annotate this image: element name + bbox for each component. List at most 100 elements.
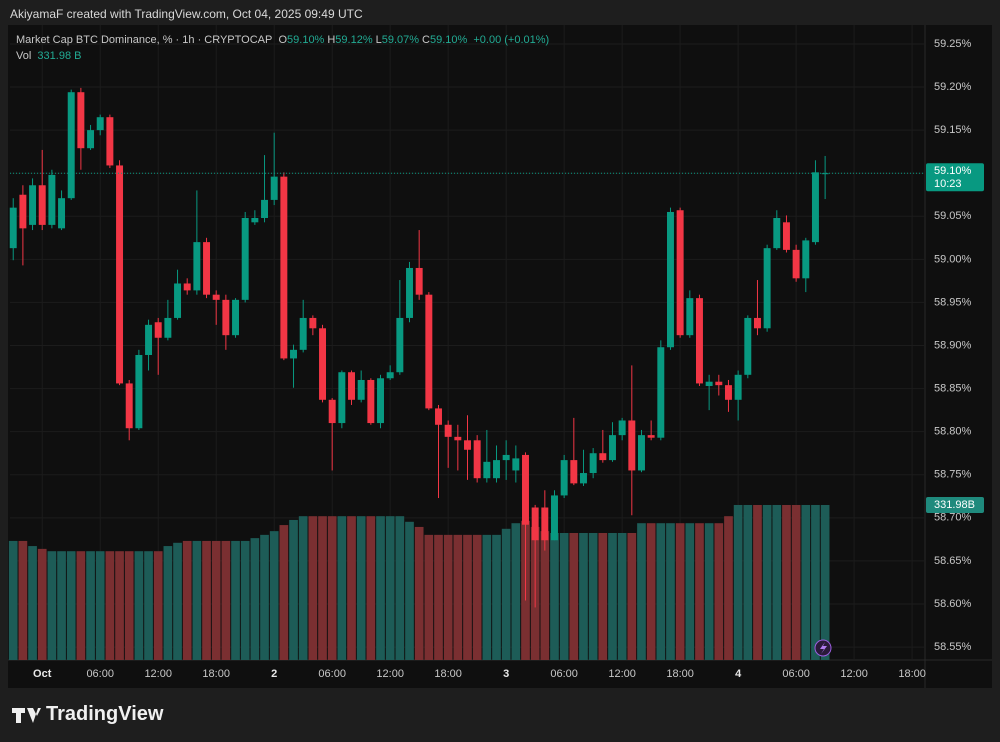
- candle-body: [309, 317, 317, 329]
- candle-body: [251, 217, 259, 223]
- candle-body: [618, 420, 626, 436]
- volume-bar: [753, 504, 762, 660]
- volume-bar: [627, 533, 637, 660]
- x-tick-label: 12:00: [608, 668, 636, 680]
- candle-body: [396, 317, 404, 373]
- x-tick-label: 4: [735, 668, 742, 680]
- candle-body: [96, 117, 104, 131]
- volume-bar: [395, 516, 405, 660]
- candle-body: [164, 317, 172, 338]
- volume-bar: [559, 533, 569, 660]
- volume-axis-label: 331.98B: [934, 499, 975, 511]
- candle-body: [203, 242, 211, 295]
- volume-bar: [405, 521, 414, 660]
- candle-body: [773, 217, 781, 249]
- candle-body: [744, 317, 752, 375]
- candle-body: [348, 372, 355, 400]
- candle-body: [628, 420, 636, 471]
- candle-body: [270, 176, 278, 200]
- volume-box: [926, 496, 984, 513]
- volume-bar: [47, 551, 57, 660]
- candle-body: [792, 249, 800, 279]
- volume-bar: [501, 528, 511, 660]
- volume-bar: [550, 533, 559, 660]
- ohlc-value: 59.12%: [335, 34, 373, 46]
- x-tick-label: 18:00: [202, 668, 230, 680]
- last-price-label: 59.10%: [934, 165, 972, 177]
- volume-bar: [57, 551, 66, 660]
- candle-body: [589, 453, 597, 474]
- candle-body: [570, 460, 578, 484]
- volume-bar: [511, 523, 521, 660]
- candle-body: [377, 378, 384, 424]
- change: +0.00 (+0.01%): [473, 34, 550, 46]
- candle-body: [802, 240, 810, 279]
- y-tick-label: 58.80%: [934, 426, 972, 438]
- volume-bar: [28, 546, 37, 660]
- candle-body: [135, 354, 143, 429]
- x-tick-label: 18:00: [666, 668, 694, 680]
- volume-bar: [588, 533, 598, 660]
- volume-bar: [298, 516, 308, 660]
- volume-bar: [675, 523, 685, 660]
- volume-bar: [772, 504, 782, 660]
- legend-row: Market Cap BTC Dominance, % · 1h · CRYPT…: [16, 34, 552, 46]
- brand-logo: [12, 708, 41, 723]
- y-tick-label: 58.90%: [934, 339, 972, 351]
- candle-body: [29, 185, 37, 225]
- ohlc-label: O: [278, 34, 288, 46]
- volume-bar: [704, 523, 714, 660]
- candle-body: [183, 283, 191, 291]
- volume-bar: [540, 531, 550, 660]
- candle-body: [299, 317, 307, 350]
- candle-body: [116, 165, 124, 384]
- volume-bar: [163, 546, 173, 660]
- volume-bar: [211, 540, 221, 660]
- volume-bar: [250, 538, 260, 660]
- candle-body: [512, 458, 520, 471]
- volume-bar: [811, 504, 820, 660]
- ohlc-value: 59.10%: [287, 34, 325, 46]
- volume-bar: [482, 534, 492, 660]
- y-tick-label: 58.60%: [934, 598, 972, 610]
- volume-bar: [115, 551, 124, 660]
- candle-body: [502, 454, 510, 461]
- x-tick-label: 3: [503, 668, 509, 680]
- volume-bar: [637, 523, 646, 660]
- volume-bar: [492, 534, 501, 660]
- candle-body: [531, 507, 539, 541]
- volume-bar: [260, 534, 269, 660]
- candle-body: [782, 222, 790, 250]
- volume-bar: [414, 526, 424, 660]
- candle-body: [580, 473, 587, 484]
- volume-bar: [134, 551, 144, 660]
- candle-body: [473, 440, 481, 479]
- volume-bar: [782, 504, 791, 660]
- candle-body: [38, 185, 46, 225]
- symbol-title: Market Cap BTC Dominance, % · 1h · CRYPT…: [16, 34, 273, 46]
- candle-body: [154, 322, 162, 338]
- candle-body: [77, 92, 85, 149]
- volume-bar: [76, 551, 86, 660]
- volume-legend-label: Vol: [16, 50, 32, 62]
- x-tick-label: 06:00: [318, 668, 346, 680]
- candle-body: [425, 294, 433, 409]
- y-tick-label: 59.15%: [934, 124, 972, 136]
- y-tick-label: 58.55%: [934, 641, 972, 653]
- candle-body: [386, 372, 394, 379]
- candle-body: [454, 436, 462, 441]
- candle-body: [222, 299, 230, 336]
- candle-body: [280, 176, 288, 359]
- volume-bar: [569, 533, 579, 660]
- volume-bar: [105, 551, 115, 660]
- y-tick-label: 59.25%: [934, 38, 972, 50]
- volume-bar: [347, 516, 356, 660]
- volume-bar: [95, 551, 105, 660]
- candle-body: [493, 460, 500, 479]
- countdown-label: 10:23: [934, 178, 962, 190]
- candle-body: [522, 454, 529, 525]
- candle-body: [319, 328, 326, 400]
- volume-bar: [762, 504, 772, 660]
